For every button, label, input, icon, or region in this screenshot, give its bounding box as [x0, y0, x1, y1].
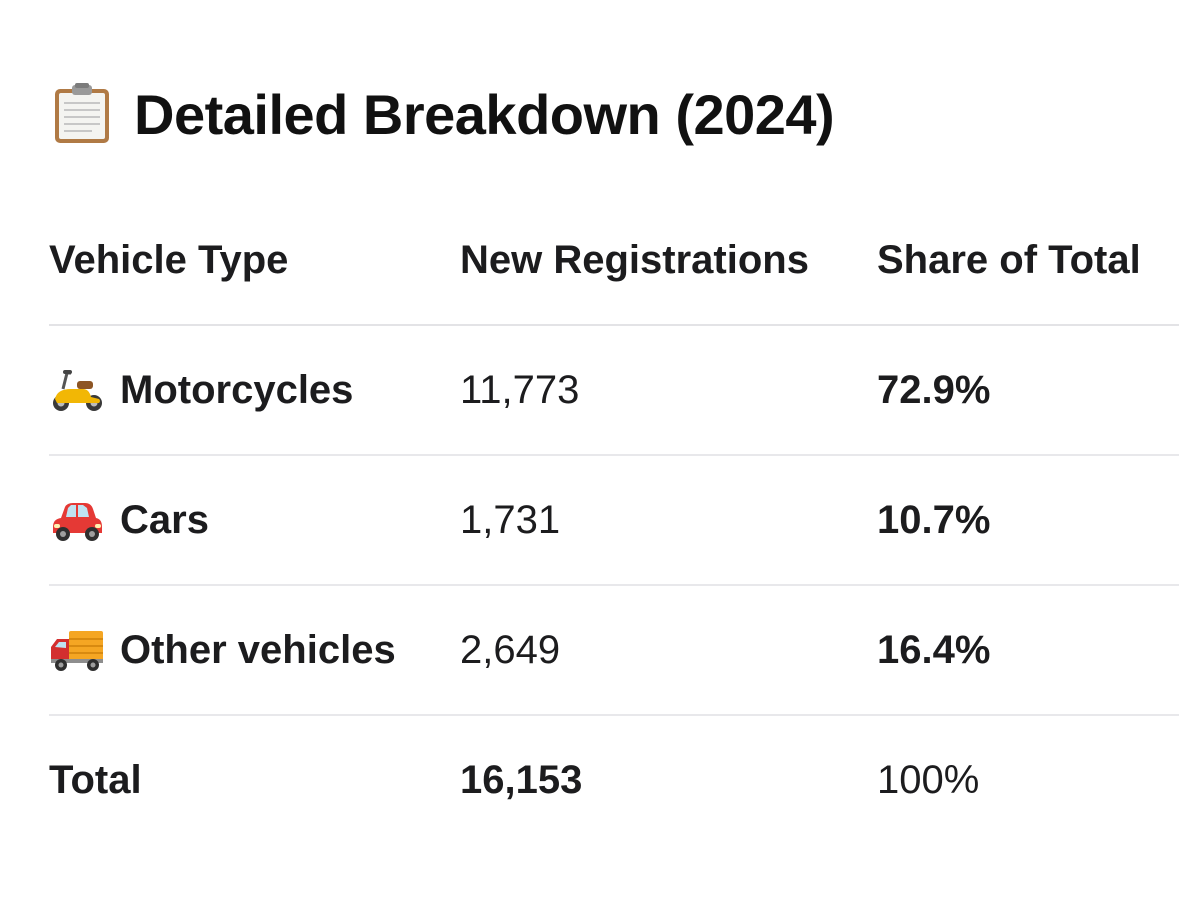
total-registrations-value: 16,153 [460, 757, 583, 802]
table-total-row: Total 16,153 100% [49, 715, 1179, 844]
section-heading: Detailed Breakdown (2024) [52, 78, 835, 150]
column-header-vehicle-type: Vehicle Type [49, 196, 460, 326]
total-label: Total [49, 757, 142, 802]
column-header-new-registrations: New Registrations [460, 196, 877, 326]
total-share-value: 100% [877, 757, 980, 802]
vehicle-type-label: Other vehicles [120, 627, 396, 672]
registrations-value: 1,731 [460, 455, 877, 586]
vehicle-type-label: Motorcycles [120, 367, 354, 412]
car-icon [49, 497, 105, 543]
table-row: Other vehicles 2,649 16.4% [49, 585, 1179, 716]
vehicle-type-cell: Other vehicles [49, 585, 460, 716]
delivery-truck-icon [49, 627, 105, 673]
scooter-icon [49, 367, 105, 413]
table-row: Motorcycles 11,773 72.9% [49, 325, 1179, 456]
share-value: 10.7% [877, 455, 1179, 586]
registrations-value: 2,649 [460, 585, 877, 716]
vehicle-type-label: Cars [120, 497, 209, 542]
column-header-share-of-total: Share of Total [877, 196, 1179, 326]
share-value: 72.9% [877, 325, 1179, 456]
clipboard-icon [52, 83, 112, 145]
vehicle-type-cell: Motorcycles [49, 325, 460, 456]
vehicle-type-cell: Cars [49, 455, 460, 586]
table-row: Cars 1,731 10.7% [49, 455, 1179, 586]
page-title: Detailed Breakdown (2024) [134, 82, 835, 146]
breakdown-table: Vehicle Type New Registrations Share of … [49, 196, 1179, 844]
share-value: 16.4% [877, 585, 1179, 716]
table-header-row: Vehicle Type New Registrations Share of … [49, 196, 1179, 326]
registrations-value: 11,773 [460, 325, 877, 456]
